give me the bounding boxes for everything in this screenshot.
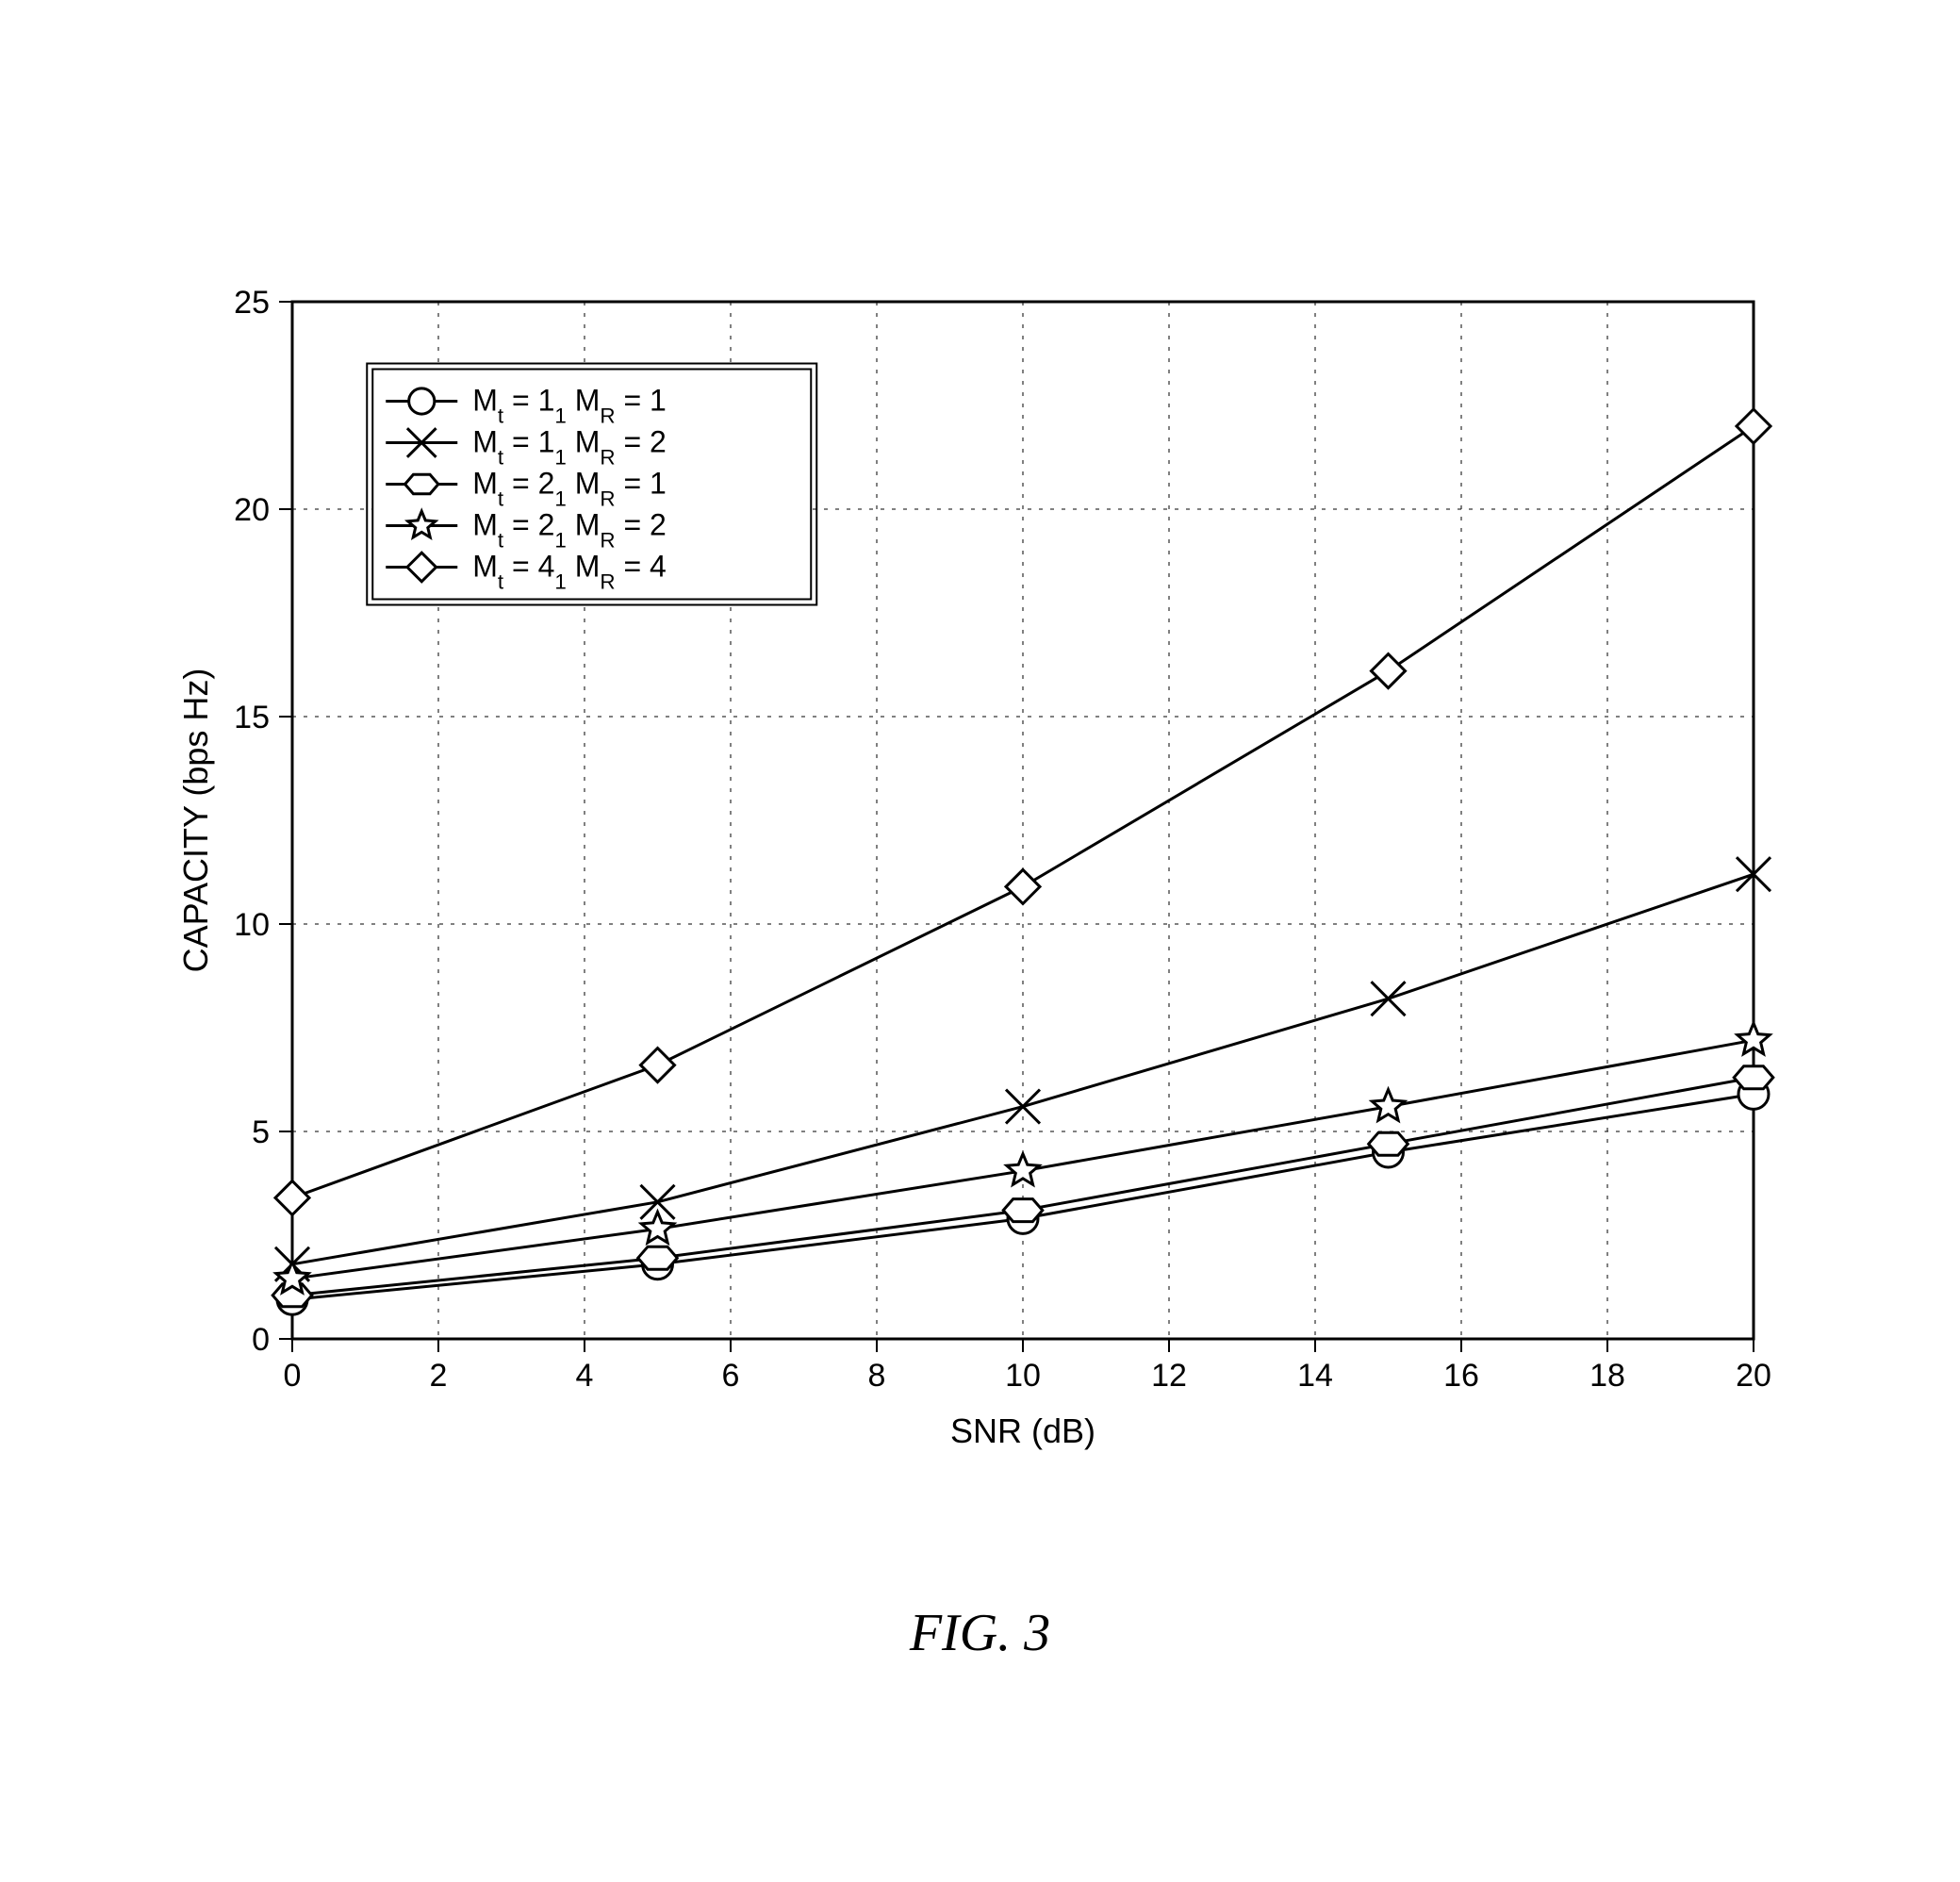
svg-text:20: 20	[234, 492, 270, 528]
svg-text:16: 16	[1443, 1358, 1479, 1394]
figure-caption: FIG. 3	[0, 1603, 1960, 1663]
svg-text:0: 0	[252, 1322, 270, 1358]
svg-text:15: 15	[234, 700, 270, 735]
svg-text:10: 10	[234, 907, 270, 943]
svg-text:14: 14	[1297, 1358, 1333, 1394]
y-axis-label: CAPACITY (bps Hz)	[176, 669, 215, 973]
svg-text:4: 4	[576, 1358, 594, 1394]
legend: Mt = 11 MR = 1Mt = 11 MR = 2Mt = 21 MR =…	[367, 364, 816, 605]
svg-text:2: 2	[430, 1358, 448, 1394]
svg-text:20: 20	[1736, 1358, 1771, 1394]
chart-container: 0 2 4 6 8 10 12 14 16 18 20 0 5 10 15 20 25 SNR (dB) CAPAC…	[170, 283, 1791, 1490]
svg-text:8: 8	[868, 1358, 886, 1394]
svg-text:25: 25	[234, 285, 270, 321]
svg-text:6: 6	[722, 1358, 740, 1394]
capacity-vs-snr-chart: 0 2 4 6 8 10 12 14 16 18 20 0 5 10 15 20 25 SNR (dB) CAPAC…	[170, 283, 1791, 1490]
svg-text:18: 18	[1589, 1358, 1625, 1394]
page: 0 2 4 6 8 10 12 14 16 18 20 0 5 10 15 20 25 SNR (dB) CAPAC…	[0, 0, 1960, 1882]
x-axis-label: SNR (dB)	[950, 1412, 1095, 1450]
svg-text:5: 5	[252, 1114, 270, 1150]
svg-text:0: 0	[284, 1358, 302, 1394]
svg-text:10: 10	[1005, 1358, 1041, 1394]
svg-text:12: 12	[1151, 1358, 1187, 1394]
